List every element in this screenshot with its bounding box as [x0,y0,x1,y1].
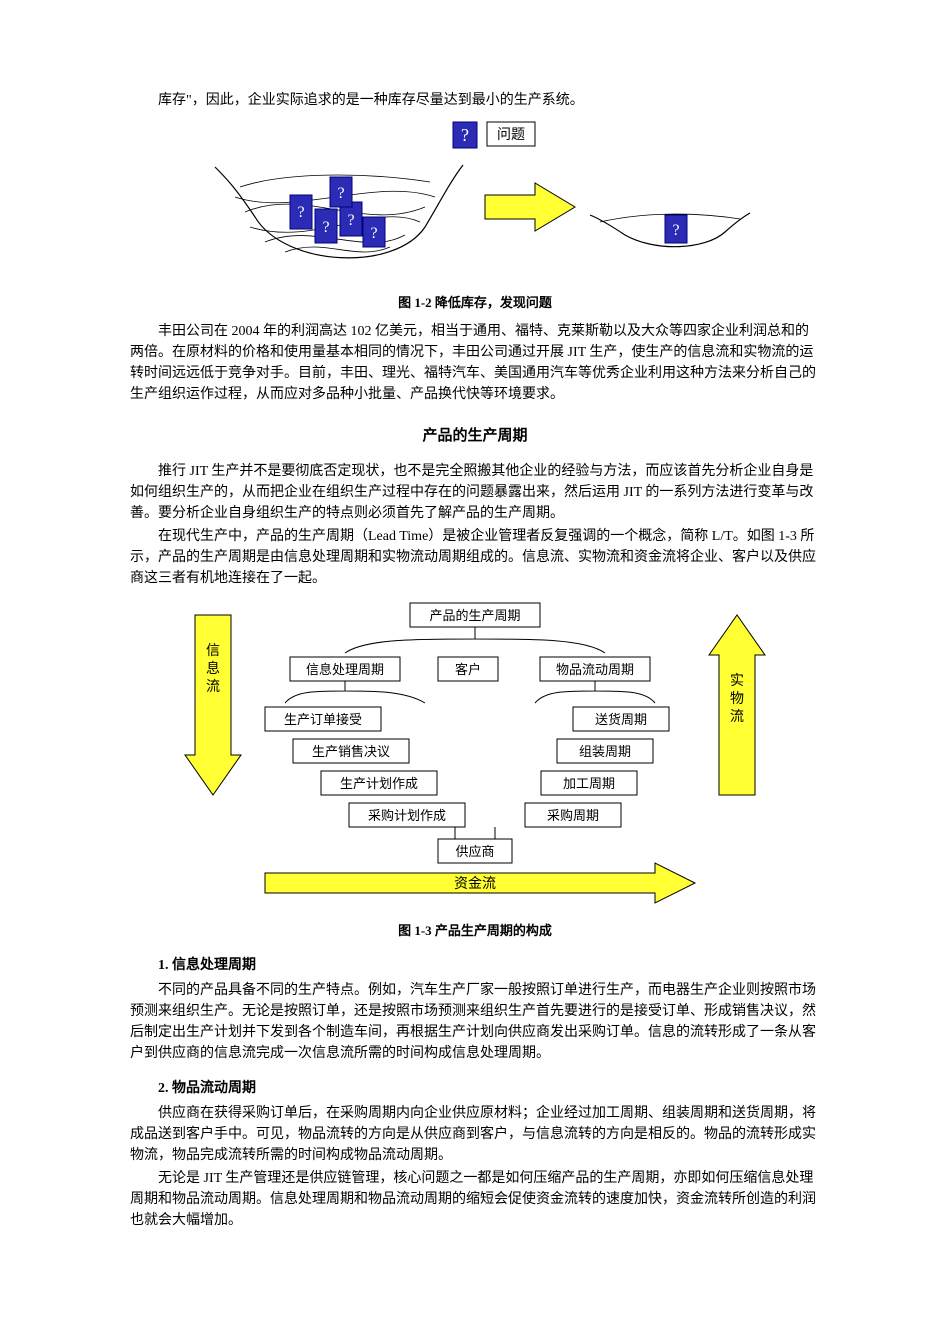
svg-text:信息处理周期: 信息处理周期 [306,662,384,677]
sub-1-para: 不同的产品具备不同的生产特点。例如，汽车生产厂家一般按照订单进行生产，而电器生产… [130,980,820,1064]
figure-1-2-caption: 图 1-2 降低库存，发现问题 [130,293,820,313]
svg-text:?: ? [672,222,679,239]
svg-text:物品流动周期: 物品流动周期 [556,662,634,677]
sub-2-title: 2. 物品流动周期 [158,1078,820,1099]
section-para-1: 推行 JIT 生产并不是要彻底否定现状，也不是完全照搬其他企业的经验与方法，而应… [130,461,820,524]
svg-text:?: ? [347,212,354,229]
svg-text:?: ? [370,225,377,242]
figure-1-3: 信 息 流 实 物 流 资金流 产品的生产周期 信息处理周期 客户 物品流动周期… [175,595,775,915]
svg-text:生产销售决议: 生产销售决议 [312,744,390,759]
figure-1-2: ? 问题 ? ? ? ? ? ? [195,117,755,287]
left-flow-label: 信 [206,643,220,659]
intro-line: 库存"，因此，企业实际追求的是一种库存尽量达到最小的生产系统。 [130,90,820,111]
svg-text:?: ? [297,204,304,221]
svg-text:供应商: 供应商 [455,844,494,859]
svg-text:流: 流 [730,709,744,725]
figure-1-3-caption: 图 1-3 产品生产周期的构成 [130,921,820,941]
svg-text:物: 物 [730,691,744,707]
svg-text:?: ? [461,125,469,145]
svg-text:产品的生产周期: 产品的生产周期 [429,608,520,623]
svg-text:加工周期: 加工周期 [563,776,615,791]
para-after-fig-1-2: 丰田公司在 2004 年的利润高达 102 亿美元，相当于通用、福特、克莱斯勒以… [130,321,820,405]
sub-2-para-1: 供应商在获得采购订单后，在采购周期内向企业供应原材料；企业经过加工周期、组装周期… [130,1103,820,1166]
sub-2-para-2: 无论是 JIT 生产管理还是供应链管理，核心问题之一都是如何压缩产品的生产周期，… [130,1168,820,1231]
svg-text:采购周期: 采购周期 [547,808,599,823]
right-flow-label: 实 [730,673,744,689]
svg-text:息: 息 [206,660,220,677]
left-steps: 生产订单接受 生产销售决议 生产计划作成 采购计划作成 [265,707,465,827]
section-para-2: 在现代生产中，产品的生产周期（Lead Time）是被企业管理者反复强调的一个概… [130,526,820,589]
svg-text:生产订单接受: 生产订单接受 [284,712,362,727]
svg-text:组装周期: 组装周期 [579,744,631,759]
svg-text:生产计划作成: 生产计划作成 [340,776,418,791]
svg-text:?: ? [337,185,344,202]
section-title: 产品的生产周期 [130,425,820,448]
svg-text:送货周期: 送货周期 [595,712,647,727]
svg-text:?: ? [322,219,329,236]
svg-text:客户: 客户 [455,662,481,677]
svg-text:问题: 问题 [497,127,525,143]
right-steps: 送货周期 组装周期 加工周期 采购周期 [525,707,669,827]
bottom-flow-label: 资金流 [454,876,496,892]
sub-1-title: 1. 信息处理周期 [158,955,820,976]
svg-text:流: 流 [206,679,220,695]
svg-text:采购计划作成: 采购计划作成 [368,808,446,823]
